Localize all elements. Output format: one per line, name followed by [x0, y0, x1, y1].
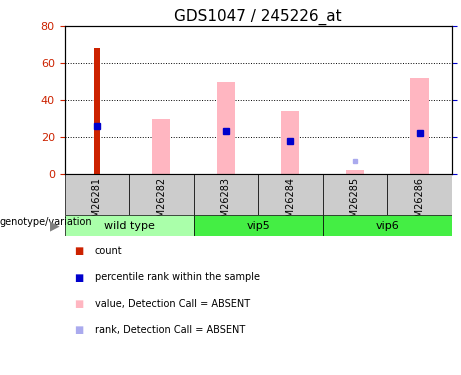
- Text: count: count: [95, 246, 122, 256]
- Text: genotype/variation: genotype/variation: [0, 217, 93, 227]
- Text: GSM26283: GSM26283: [221, 177, 231, 230]
- Text: ■: ■: [74, 246, 83, 256]
- Text: ■: ■: [74, 325, 83, 335]
- Bar: [323, 174, 387, 216]
- Text: GSM26284: GSM26284: [285, 177, 296, 230]
- Text: GSM26282: GSM26282: [156, 177, 166, 230]
- Title: GDS1047 / 245226_at: GDS1047 / 245226_at: [174, 9, 342, 25]
- Bar: [194, 174, 258, 216]
- Bar: [323, 216, 452, 236]
- Text: vip5: vip5: [246, 221, 270, 231]
- Bar: [346, 170, 364, 174]
- Bar: [152, 118, 171, 174]
- Text: ▶: ▶: [50, 219, 60, 232]
- Bar: [258, 174, 323, 216]
- Bar: [65, 174, 129, 216]
- Bar: [129, 174, 194, 216]
- Text: wild type: wild type: [104, 221, 154, 231]
- Bar: [217, 82, 235, 174]
- Bar: [94, 48, 100, 174]
- Text: ■: ■: [74, 273, 83, 282]
- Text: GSM26281: GSM26281: [92, 177, 102, 230]
- Bar: [65, 216, 194, 236]
- Bar: [387, 174, 452, 216]
- Text: rank, Detection Call = ABSENT: rank, Detection Call = ABSENT: [95, 325, 245, 335]
- Text: ■: ■: [74, 299, 83, 309]
- Text: GSM26285: GSM26285: [350, 177, 360, 230]
- Bar: [410, 78, 429, 174]
- Bar: [281, 111, 300, 174]
- Text: value, Detection Call = ABSENT: value, Detection Call = ABSENT: [95, 299, 249, 309]
- Text: GSM26286: GSM26286: [414, 177, 425, 230]
- Text: vip6: vip6: [375, 221, 399, 231]
- Bar: [194, 216, 323, 236]
- Text: percentile rank within the sample: percentile rank within the sample: [95, 273, 260, 282]
